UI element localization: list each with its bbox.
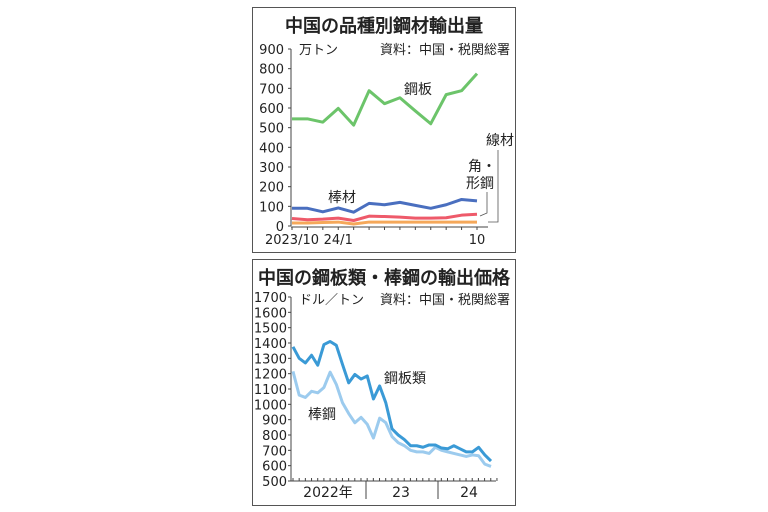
unit-label: 万トン: [299, 43, 338, 58]
y-tick-label: 700: [262, 444, 287, 459]
series-label: 棒鋼: [308, 407, 336, 423]
series-line: [292, 72, 479, 127]
x-tick-label: 10: [469, 233, 486, 248]
y-tick-label: 1000: [254, 398, 287, 413]
y-tick-label: 1200: [254, 368, 287, 383]
y-tick-label: 1300: [254, 352, 287, 367]
series-label: 線材: [486, 133, 514, 149]
y-tick-label: 800: [262, 429, 287, 444]
y-tick-label: 1400: [254, 337, 287, 352]
series-label: 鋼板類: [384, 371, 426, 387]
leader-line: [488, 150, 499, 223]
y-tick-label: 1700: [254, 291, 287, 306]
source-label: 資料：中国・税関総署: [380, 293, 510, 308]
y-tick-label: 1100: [254, 383, 287, 398]
y-tick-label: 500: [259, 122, 284, 137]
x-group-label: 24: [460, 485, 478, 501]
unit-label: ドル／トン: [299, 293, 364, 308]
y-tick-label: 300: [259, 161, 284, 176]
y-tick-label: 600: [259, 102, 284, 117]
series-label: 鋼板: [404, 82, 432, 98]
x-tick-label: 2023/10: [265, 233, 319, 248]
y-tick-label: 0: [276, 220, 284, 235]
y-tick-label: 900: [259, 43, 284, 58]
y-tick-label: 700: [259, 82, 284, 97]
y-tick-label: 800: [259, 63, 284, 78]
y-tick-label: 500: [262, 475, 287, 490]
series-label: 棒材: [328, 190, 356, 206]
series-label: 形鋼: [466, 176, 494, 192]
series-line: [292, 197, 478, 214]
y-tick-label: 1600: [254, 306, 287, 321]
x-group-label: 2022年: [303, 485, 353, 501]
series-line: [292, 220, 477, 226]
series-line: [291, 212, 478, 222]
y-tick-label: 100: [259, 200, 284, 215]
export-volume-chart: 中国の品種別鋼材輸出量: [252, 7, 516, 253]
source-label: 資料：中国・税関総署: [380, 43, 510, 58]
leader-line: [479, 192, 488, 217]
chart-title: 中国の鋼板類・棒鋼の輸出価格: [258, 268, 510, 289]
x-tick-label: 24/1: [324, 233, 353, 248]
series-label: 角・: [468, 159, 496, 175]
x-group-label: 23: [392, 485, 410, 501]
y-tick-label: 1500: [254, 322, 287, 337]
y-tick-label: 200: [259, 181, 284, 196]
y-tick-label: 600: [262, 460, 287, 475]
y-tick-label: 400: [259, 141, 284, 156]
y-tick-label: 900: [262, 414, 287, 429]
chart-title: 中国の品種別鋼材輸出量: [285, 16, 483, 37]
series-line: [291, 370, 492, 468]
series-line: [291, 339, 493, 463]
